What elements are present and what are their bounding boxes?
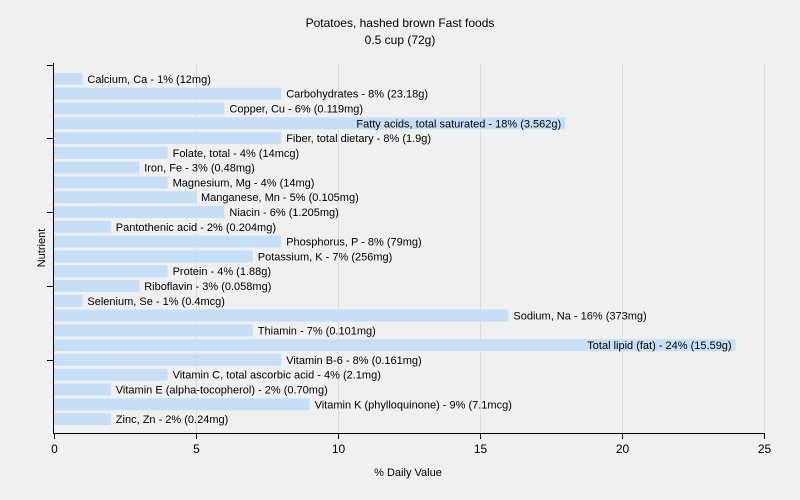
bar (54, 413, 111, 426)
x-tick-label: 0 (51, 442, 58, 456)
x-tick-label: 5 (193, 442, 200, 456)
bar (54, 161, 140, 174)
x-tick-label: 25 (758, 442, 772, 456)
bars: Calcium, Ca - 1% (12mg) Carbohydrates - 8… (54, 72, 736, 426)
bar (54, 265, 168, 278)
axes (47, 63, 764, 434)
bar-label: Phosphorus, P - 8% (79mg) (286, 237, 422, 249)
bar-label: Zinc, Zn - 2% (0.24mg) (116, 414, 228, 426)
bar-label: Protein - 4% (1.88g) (173, 266, 271, 278)
bar (54, 191, 196, 204)
bar-label: Magnesium, Mg - 4% (14mg) (173, 177, 315, 189)
bar (54, 279, 140, 292)
bar-label: Thiamin - 7% (0.101mg) (258, 325, 376, 337)
bar (54, 220, 111, 233)
bar-label: Fiber, total dietary - 8% (1.9g) (286, 133, 431, 145)
x-tick-label: 10 (332, 442, 346, 456)
x-axis-title: % Daily Value (374, 467, 442, 479)
bar-label: Niacin - 6% (1.205mg) (229, 207, 338, 219)
bar (54, 368, 168, 381)
bar-label: Fatty acids, total saturated - 18% (3.56… (356, 118, 561, 130)
bar-label: Riboflavin - 3% (0.058mg) (144, 281, 271, 293)
x-tick-label: 15 (474, 442, 488, 456)
bar-label: Copper, Cu - 6% (0.119mg) (229, 103, 363, 115)
bar (54, 146, 168, 159)
bar (54, 72, 83, 85)
bar (54, 117, 566, 130)
bar-label: Vitamin B-6 - 8% (0.161mg) (286, 355, 422, 367)
bar-label: Vitamin C, total ascorbic acid - 4% (2.1… (173, 370, 381, 382)
bar-label: Selenium, Se - 1% (0.4mcg) (87, 296, 225, 308)
bar (54, 235, 282, 248)
bar-label: Iron, Fe - 3% (0.48mg) (144, 163, 255, 175)
bar (54, 309, 509, 322)
bar (54, 176, 168, 189)
bar (54, 324, 253, 337)
bar-label: Potassium, K - 7% (256mg) (258, 251, 393, 263)
bar (54, 383, 111, 396)
x-ticks: 0 5 10 15 20 25 (51, 433, 771, 456)
bar-label: Manganese, Mn - 5% (0.105mg) (201, 192, 359, 204)
bar-label: Pantothenic acid - 2% (0.204mg) (116, 222, 276, 234)
bar-label: Calcium, Ca - 1% (12mg) (87, 74, 210, 86)
bar (54, 250, 253, 263)
bar (54, 206, 225, 219)
bar (54, 398, 310, 411)
bar (54, 353, 282, 366)
bar-label: Sodium, Na - 16% (373mg) (513, 311, 646, 323)
x-tick-label: 20 (616, 442, 630, 456)
y-axis-title: Nutrient (36, 229, 48, 268)
bar-label: Total lipid (fat) - 24% (15.59g) (587, 340, 731, 352)
bar-label: Carbohydrates - 8% (23.18g) (286, 89, 428, 101)
bar-label: Vitamin K (phylloquinone) - 9% (7.1mcg) (315, 399, 512, 411)
bar (54, 102, 225, 115)
chart-title: Potatoes, hashed brown Fast foods (306, 16, 495, 30)
bar-label: Folate, total - 4% (14mcg) (173, 148, 300, 160)
bar (54, 87, 282, 100)
bar (54, 339, 736, 352)
bar (54, 132, 282, 145)
bar (54, 294, 83, 307)
bar-label: Vitamin E (alpha-tocopherol) - 2% (0.70m… (116, 385, 328, 397)
chart-subtitle: 0.5 cup (72g) (365, 33, 436, 47)
